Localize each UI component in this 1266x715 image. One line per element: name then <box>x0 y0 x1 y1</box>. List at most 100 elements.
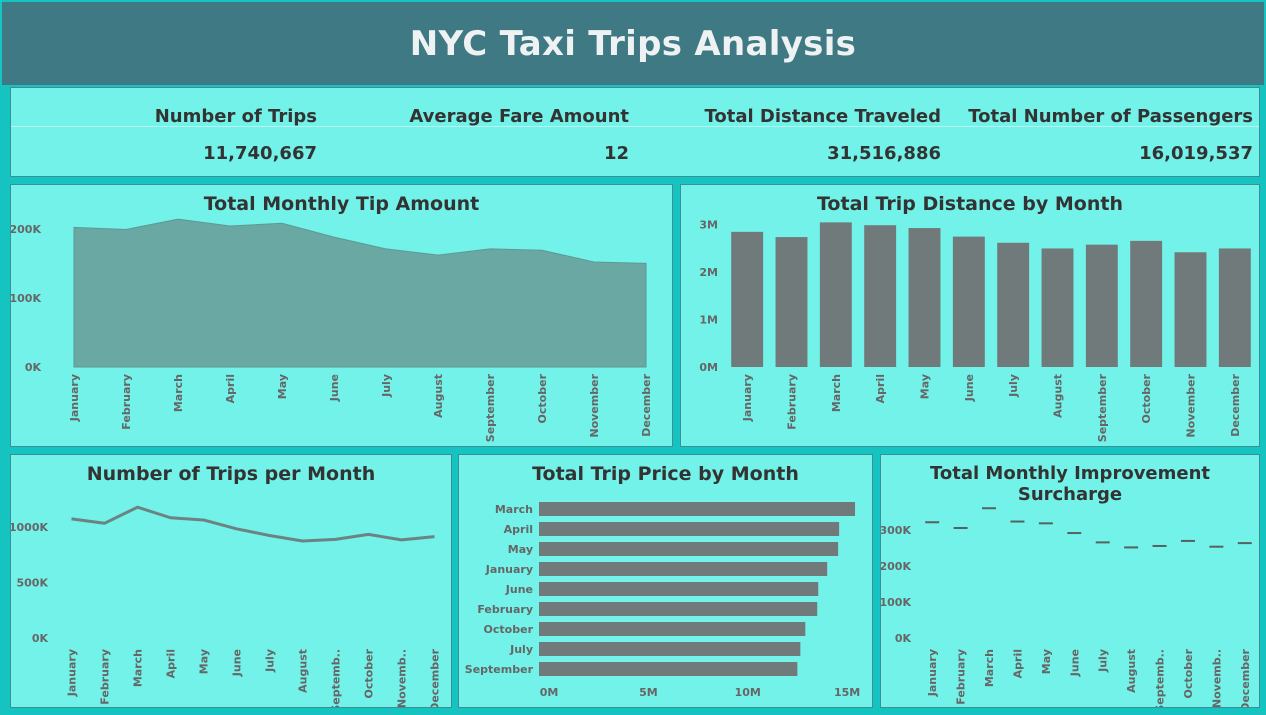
distance-xtick-6: July <box>1007 374 1020 398</box>
distance-bar-4 <box>908 228 941 367</box>
surcharge-ytick-1: 100K <box>881 596 911 609</box>
price-bar-1 <box>539 522 840 536</box>
distance-bar-3 <box>864 225 897 367</box>
tip-xtick-10: November <box>588 373 601 437</box>
surcharge-xtick-10: Novemb.. <box>1210 649 1223 707</box>
dashboard-title: NYC Taxi Trips Analysis <box>409 23 857 64</box>
trips-chart-panel: Number of Trips per Month 0K 500K 1000K Jan… <box>10 454 452 708</box>
trips-ytick-0: 0K <box>32 632 49 645</box>
price-xtick-3: 15M <box>834 686 860 699</box>
distance-bar-11 <box>1218 248 1251 367</box>
distance-ytick-2: 2M <box>699 266 718 279</box>
price-chart-title: Total Trip Price by Month <box>532 463 799 485</box>
surcharge-xtick-6: July <box>1097 649 1110 673</box>
distance-xtick-7: August <box>1052 374 1065 418</box>
price-bar-8 <box>539 662 798 676</box>
kpi-trips-value: 11,740,667 <box>203 143 317 164</box>
surcharge-xtick-3: April <box>1011 649 1024 678</box>
distance-ytick-1: 1M <box>699 314 718 327</box>
price-ytick-7: July <box>509 643 533 656</box>
distance-xtick-9: October <box>1140 373 1153 423</box>
distance-bar-2 <box>819 222 852 367</box>
tip-xtick-5: June <box>328 374 341 402</box>
surcharge-xtick-7: August <box>1125 649 1138 693</box>
distance-xtick-0: January <box>741 374 754 422</box>
surcharge-xtick-8: Septemb.. <box>1154 649 1167 707</box>
surcharge-xtick-11: December <box>1239 648 1252 707</box>
distance-bar-7 <box>1041 248 1074 367</box>
trips-xtick-6: July <box>264 649 277 673</box>
trips-xtick-0: January <box>66 649 79 697</box>
tip-ytick-2: 200K <box>11 223 41 236</box>
tip-area <box>73 218 647 368</box>
price-ytick-5: February <box>477 603 533 616</box>
price-xtick-0: 0M <box>540 686 559 699</box>
tip-xtick-6: July <box>380 374 393 398</box>
distance-xtick-10: November <box>1185 373 1198 437</box>
trips-ytick-2: 1000K <box>11 521 48 534</box>
distance-xtick-11: December <box>1229 373 1242 436</box>
distance-bar-10 <box>1174 252 1207 367</box>
distance-bar-8 <box>1085 244 1118 367</box>
surcharge-dash-chart: 0K 100K 200K 300K January February March April M… <box>881 507 1252 707</box>
price-bar-5 <box>539 602 818 616</box>
distance-bar-chart: 0M 1M 2M 3M January February March April May June… <box>699 219 1251 442</box>
trips-line <box>71 505 435 543</box>
price-bar-3 <box>539 562 828 576</box>
surcharge-xtick-1: February <box>955 649 968 705</box>
kpi-panel: Number of Trips 11,740,667 Average Fare … <box>10 87 1260 177</box>
surcharge-ytick-0: 0K <box>895 632 912 645</box>
trips-xtick-8: Septemb.. <box>330 649 343 707</box>
surcharge-xtick-4: May <box>1040 649 1053 674</box>
price-bar-6 <box>539 622 806 636</box>
tip-xtick-0: January <box>68 374 81 422</box>
trips-chart-title: Number of Trips per Month <box>86 463 376 485</box>
distance-bar-6 <box>997 242 1030 367</box>
surcharge-ytick-2: 200K <box>881 560 911 573</box>
trips-xtick-5: June <box>231 649 244 677</box>
kpi-fare-label: Average Fare Amount <box>409 106 629 127</box>
tip-xtick-4: May <box>276 374 289 399</box>
distance-bar-5 <box>952 236 985 367</box>
distance-xtick-4: May <box>919 374 932 399</box>
distance-xtick-5: June <box>963 374 976 402</box>
dashboard-header: NYC Taxi Trips Analysis <box>2 2 1264 85</box>
price-bar-2 <box>539 542 839 556</box>
price-xtick-2: 10M <box>735 686 761 699</box>
distance-xtick-3: April <box>874 374 887 403</box>
surcharge-xtick-2: March <box>983 649 996 687</box>
tip-xtick-2: March <box>172 374 185 412</box>
tip-chart-panel: Total Monthly Tip Amount 0K 100K 200K Janua… <box>10 184 673 447</box>
surcharge-xtick-0: January <box>926 649 939 697</box>
distance-ytick-0: 0M <box>699 361 718 374</box>
tip-xtick-9: October <box>536 373 549 423</box>
tip-xtick-11: December <box>640 373 653 436</box>
price-ytick-1: April <box>504 523 533 536</box>
kpi-passengers-label: Total Number of Passengers <box>968 106 1253 127</box>
kpi-distance-label: Total Distance Traveled <box>704 106 941 127</box>
price-xtick-1: 5M <box>639 686 658 699</box>
distance-xtick-8: September <box>1096 373 1109 442</box>
price-bar-7 <box>539 642 801 656</box>
tip-xtick-3: April <box>224 374 237 403</box>
tip-chart-title: Total Monthly Tip Amount <box>203 193 480 215</box>
tip-xtick-8: September <box>484 373 497 442</box>
price-ytick-4: June <box>505 583 533 596</box>
trips-xtick-7: August <box>297 649 310 693</box>
kpi-trips-label: Number of Trips <box>154 106 317 127</box>
price-ytick-6: October <box>484 623 534 636</box>
surcharge-ytick-3: 300K <box>881 524 911 537</box>
price-ytick-3: January <box>485 563 533 576</box>
trips-xtick-4: May <box>198 649 211 674</box>
trips-xtick-11: December <box>429 648 442 707</box>
surcharge-chart-title: Total Monthly Improvement Surcharge <box>929 463 1211 505</box>
price-bar-chart: March April May January June February October J… <box>465 502 860 699</box>
price-ytick-8: September <box>465 663 534 676</box>
distance-bar-1 <box>775 237 808 367</box>
price-ytick-0: March <box>495 503 533 516</box>
tip-ytick-1: 100K <box>11 292 41 305</box>
trips-line-chart: 0K 500K 1000K January February March April May J… <box>11 505 442 707</box>
distance-chart-panel: Total Trip Distance by Month 0M 1M 2M 3M Jan… <box>680 184 1260 447</box>
kpi-divider <box>11 126 1259 127</box>
trips-xtick-9: October <box>363 648 376 698</box>
